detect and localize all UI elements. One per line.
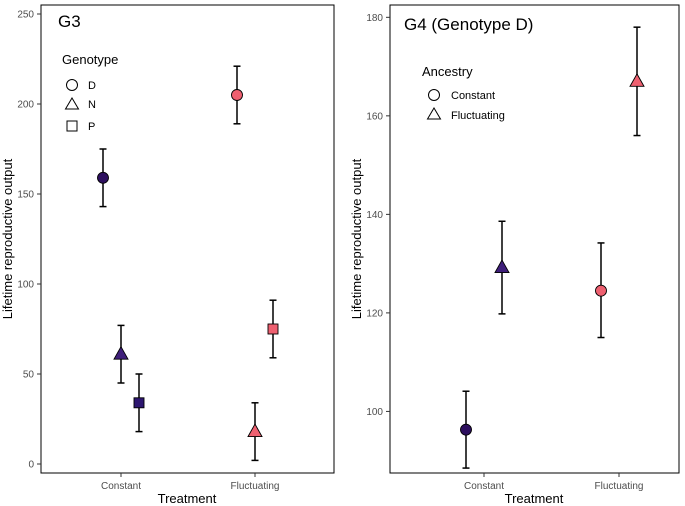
data-point-triangle [494, 259, 510, 274]
y-tick-label: 200 [17, 100, 34, 111]
data-point-n-constant [113, 324, 129, 384]
data-point-circle [595, 284, 607, 297]
x-axis-title: Treatment [158, 491, 217, 506]
chart-title: G3 [58, 12, 81, 31]
legend-item-fluctuating: Fluctuating [426, 107, 505, 122]
chart-title: G4 (Genotype D) [404, 15, 533, 34]
axis-ticks: 0 50 100 150 200 250 Constant Fluctuating [17, 10, 279, 493]
legend-label: P [88, 121, 95, 133]
legend-triangle-symbol [64, 97, 80, 110]
data-point-p-fluctuating [267, 299, 279, 359]
data-point-circle [231, 89, 243, 101]
y-tick-label: 100 [366, 407, 383, 418]
y-tick-label: 150 [17, 190, 34, 201]
legend-square-symbol [66, 120, 78, 132]
y-axis-title: Lifetime reproductive output [0, 158, 15, 319]
y-tick-label: 180 [366, 13, 383, 24]
x-tick-label: Constant [464, 481, 504, 492]
legend-label: Constant [451, 90, 495, 102]
data-marks [460, 26, 645, 469]
y-tick-label: 120 [366, 308, 383, 319]
y-tick-label: 140 [366, 210, 383, 221]
data-point-triangle [629, 72, 645, 87]
legend-item-d: D [66, 79, 96, 92]
data-point-square [133, 397, 145, 409]
data-point-triangle [113, 345, 129, 360]
legend-label: N [88, 99, 96, 111]
data-point-circle [97, 171, 109, 184]
legend-circle-symbol [428, 89, 440, 101]
data-point-d-constant [97, 148, 109, 208]
data-point-constant-fluctuating [595, 242, 607, 339]
plot-frame [40, 4, 335, 474]
y-tick-label: 0 [28, 460, 34, 471]
legend-item-constant: Constant [428, 89, 495, 102]
legend-label: Fluctuating [451, 110, 505, 122]
plot-frame [389, 4, 680, 474]
x-tick-label: Constant [101, 481, 141, 492]
x-tick-label: Fluctuating [231, 481, 280, 492]
legend-item-n: N [64, 97, 96, 111]
y-tick-label: 50 [23, 370, 35, 381]
panel-g3: G3 Genotype D N P 0 50 100 150 200 250 Constan… [0, 4, 335, 506]
legend-title: Ancestry [422, 64, 473, 79]
data-marks [97, 65, 279, 462]
data-point-constant-constant [460, 390, 472, 469]
y-tick-label: 160 [366, 111, 383, 122]
legend-label: D [88, 80, 96, 92]
legend-title: Genotype [62, 52, 118, 67]
y-tick-label: 100 [17, 280, 34, 291]
panel-g4: G4 (Genotype D) Ancestry Constant Fluctu… [349, 4, 680, 506]
data-point-fluctuating-constant [494, 220, 510, 315]
legend-triangle-symbol [426, 107, 442, 120]
data-point-n-fluctuating [247, 402, 263, 462]
x-axis-title: Treatment [505, 491, 564, 506]
y-axis-title: Lifetime reproductive output [349, 158, 364, 319]
data-point-triangle [247, 423, 263, 438]
data-point-p-constant [133, 373, 145, 433]
axis-ticks: 100 120 140 160 180 Constant Fluctuating [366, 13, 643, 492]
data-point-d-fluctuating [231, 65, 243, 125]
legend-item-p: P [66, 120, 95, 133]
data-point-fluctuating-fluctuating [629, 26, 645, 137]
data-point-square [267, 323, 279, 335]
x-tick-label: Fluctuating [595, 481, 644, 492]
data-point-circle [460, 423, 472, 436]
legend-circle-symbol [66, 79, 78, 91]
y-tick-label: 250 [17, 10, 34, 21]
